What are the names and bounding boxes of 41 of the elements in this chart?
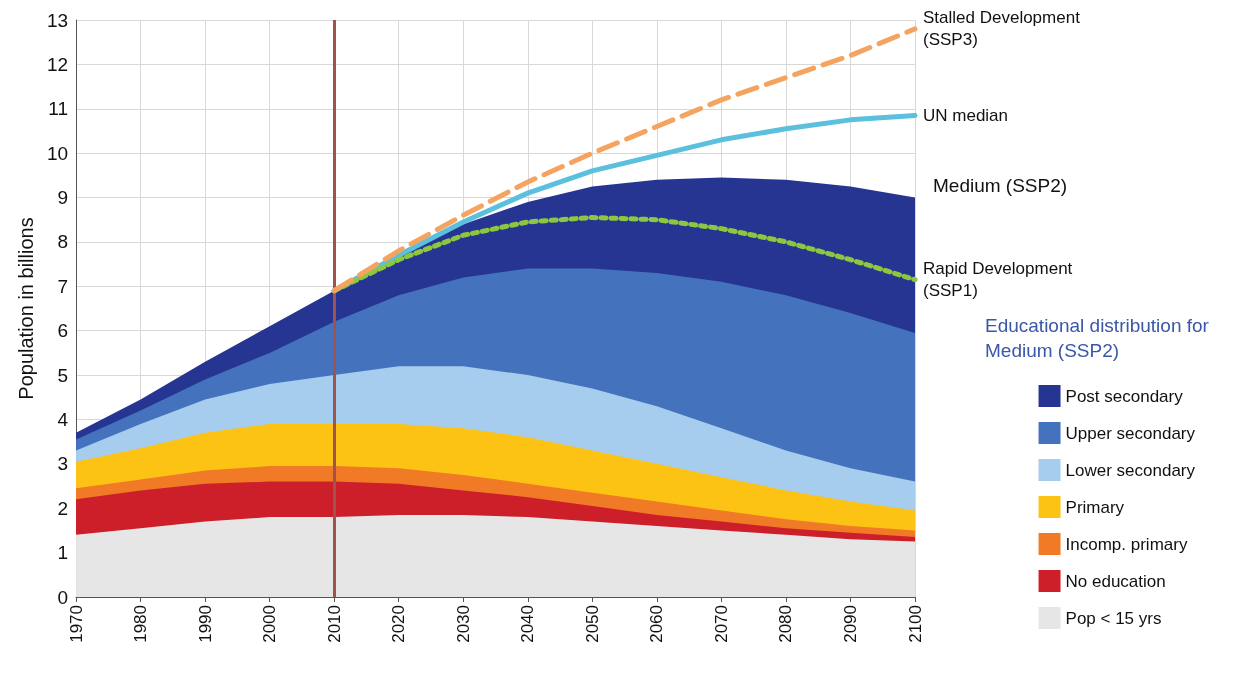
x-tick-label: 2030 [453,605,473,643]
x-tick-label: 2100 [905,605,925,643]
y-axis-title: Population in billions [15,217,37,400]
x-tick-label: 2080 [776,605,796,643]
legend-title: Educational distribution for Medium (SSP2) [985,315,1215,361]
y-tick-label: 13 [46,9,69,31]
y-tick-label: 3 [57,453,69,475]
text: Medium (SSP2) [933,174,1068,196]
y-tick-label: 0 [57,586,69,608]
x-tick-label: 2070 [711,605,731,643]
series-label: UN median [923,105,1009,125]
legend-label: Pop < 15 yrs [1065,608,1162,628]
x-tick-label: 1980 [131,605,151,643]
x-tick-label: 2000 [260,605,280,643]
x-tick-label: 2090 [840,605,860,643]
legend-label: Upper secondary [1065,423,1196,443]
x-tick-label: 1990 [195,605,215,643]
y-tick-label: 12 [46,53,69,75]
series-label: Stalled Development (SSP3) [923,8,1085,50]
legend-label: Lower secondary [1065,460,1196,480]
x-tick-label: 2050 [582,605,602,643]
x-tick-label: 2060 [647,605,667,643]
x-tick-label: 2020 [389,605,409,643]
y-tick-label: 11 [48,98,69,120]
y-tick-label: 6 [57,320,69,342]
legend-label: No education [1065,571,1166,591]
y-tick-label: 8 [57,231,69,253]
y-tick-label: 2 [57,497,69,519]
legend-label: Incomp. primary [1065,534,1188,554]
legend-label: Primary [1065,497,1125,517]
x-tick-label: 2010 [324,605,344,643]
y-tick-label: 9 [57,187,69,209]
y-tick-label: 4 [57,408,69,430]
y-tick-label: 5 [57,364,69,386]
series-label: Rapid Development (SSP1) [923,259,1078,301]
x-tick-label: 1970 [66,605,86,643]
y-tick-label: 7 [57,275,69,297]
y-tick-label: 10 [46,142,69,164]
x-tick-label: 2040 [518,605,538,643]
legend-label: Post secondary [1065,386,1184,406]
y-tick-label: 1 [57,542,69,564]
